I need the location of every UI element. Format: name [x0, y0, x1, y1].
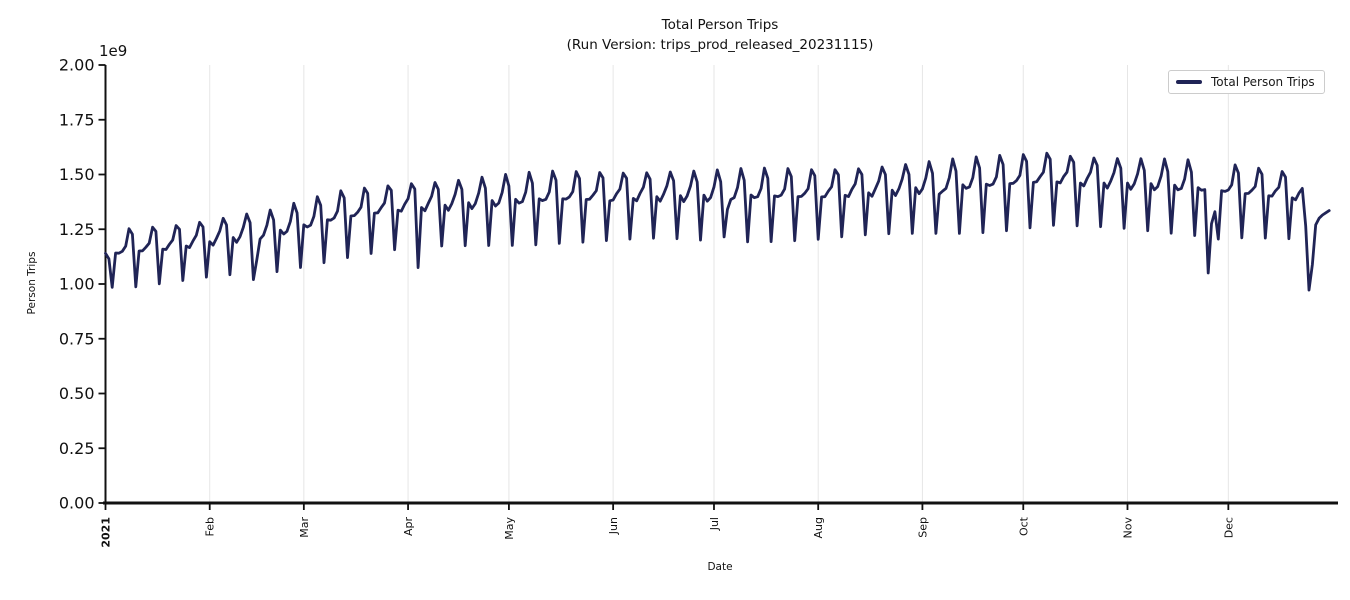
- x-tick-label: 2021: [100, 517, 113, 548]
- y-axis-label: Person Trips: [26, 251, 38, 315]
- x-tick-label: Oct: [1017, 516, 1030, 536]
- x-tick-label: May: [503, 517, 516, 540]
- y-tick-label: 0.50: [59, 384, 95, 403]
- y-tick-label: 0.00: [59, 494, 95, 513]
- x-tick-label: Aug: [812, 517, 825, 538]
- chart-title: Total Person Trips: [661, 17, 779, 33]
- legend-line-swatch: [1176, 80, 1202, 84]
- y-tick-label: 0.75: [59, 329, 95, 348]
- y-axis-offset-label: 1e9: [99, 42, 128, 60]
- legend-label: Total Person Trips: [1211, 75, 1315, 89]
- chart-subtitle: (Run Version: trips_prod_released_202311…: [566, 37, 874, 53]
- y-tick-label: 1.50: [59, 165, 95, 184]
- y-tick-label: 1.00: [59, 275, 95, 294]
- y-tick-label: 2.00: [59, 56, 95, 75]
- y-tick-label: 0.25: [59, 439, 95, 458]
- x-tick-label: Sep: [916, 517, 929, 538]
- legend: Total Person Trips: [1168, 70, 1325, 94]
- y-tick-label: 1.25: [59, 220, 95, 239]
- x-tick-label: Nov: [1121, 517, 1134, 539]
- x-tick-label: Jul: [708, 517, 721, 531]
- series-line-total-person-trips: [104, 151, 1331, 292]
- x-axis-label: Date: [707, 561, 733, 573]
- x-tick-label: Apr: [402, 517, 415, 537]
- x-tick-label: Feb: [204, 517, 217, 536]
- x-tick-label: Dec: [1222, 517, 1235, 538]
- x-tick-label: Jun: [607, 517, 620, 535]
- x-tick-label: Mar: [298, 517, 311, 538]
- y-tick-label: 1.75: [59, 110, 95, 129]
